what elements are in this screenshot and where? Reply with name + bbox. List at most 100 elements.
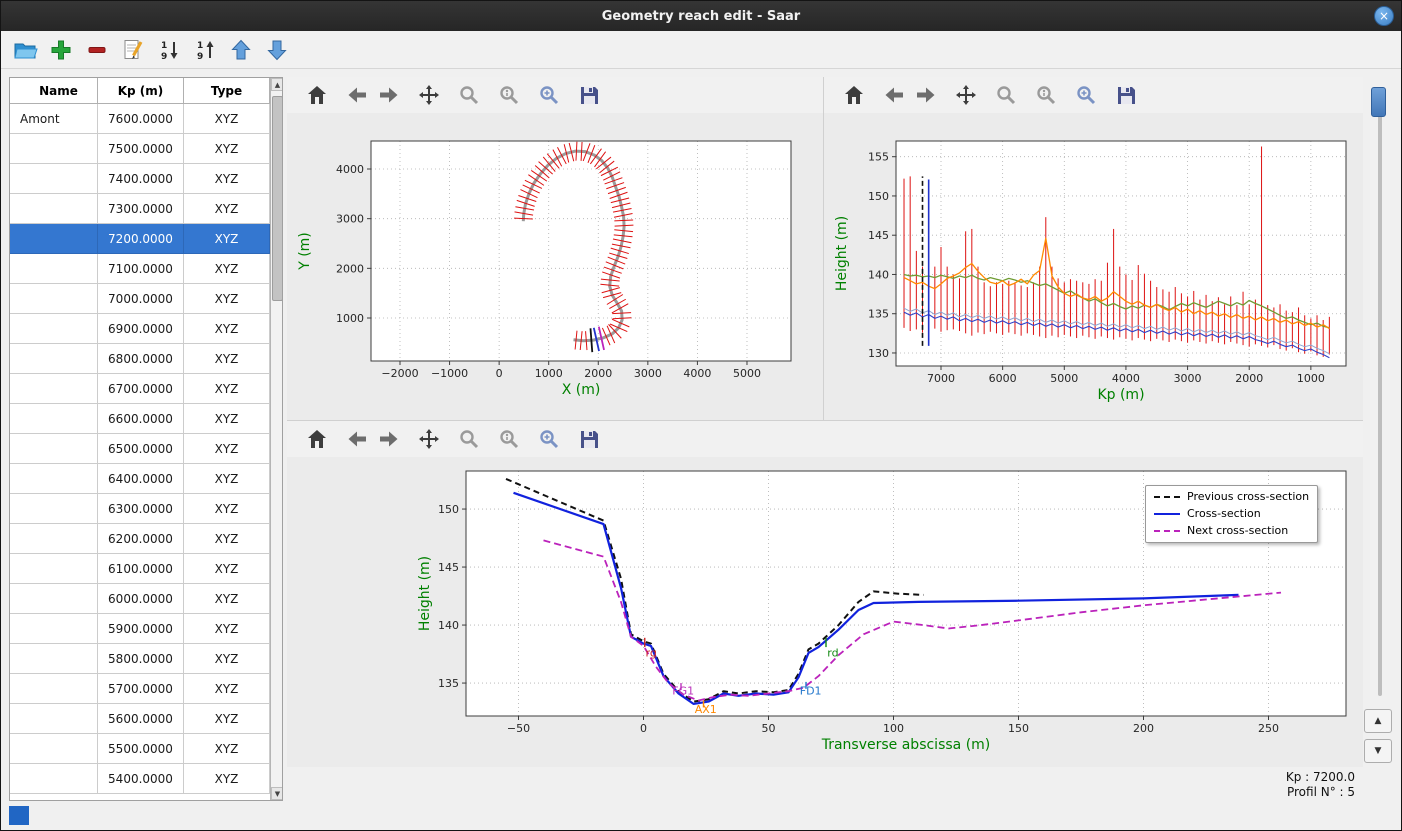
next-profile-button[interactable]: ▼ [1364,739,1392,763]
column-header-name[interactable]: Name [10,78,98,104]
cell-type: XYZ [184,134,270,164]
svg-text:2000: 2000 [336,262,364,275]
profile-plot[interactable]: 7000 6000 5000 4000 3000 2000 1000 130 135 140 145… [824,113,1363,421]
back-button[interactable] [343,82,370,109]
magnifier-plus-icon [1076,86,1095,105]
cell-type: XYZ [184,314,270,344]
save-button[interactable] [1112,82,1139,109]
svg-text:3000: 3000 [1174,372,1202,385]
zoom-rect-button[interactable] [1072,82,1099,109]
table-row[interactable]: 6800.0000 XYZ [10,344,270,374]
save-button[interactable] [575,82,602,109]
zoom-info-button[interactable] [495,82,522,109]
zoom-rect-button[interactable] [535,82,562,109]
legend-item: Cross-section [1154,507,1309,520]
table-row[interactable]: Amont 7600.0000 XYZ [10,104,270,134]
table-row[interactable]: 5800.0000 XYZ [10,644,270,674]
x-axis-label: Kp (m) [1097,387,1144,403]
previous-profile-button[interactable]: ▲ [1364,709,1392,733]
table-row[interactable]: 6500.0000 XYZ [10,434,270,464]
title-bar[interactable]: Geometry reach edit - Saar × [1,1,1401,31]
table-row[interactable]: 6400.0000 XYZ [10,464,270,494]
zoom-button[interactable] [992,82,1019,109]
table-row[interactable]: 6600.0000 XYZ [10,404,270,434]
zoom-button[interactable] [455,82,482,109]
cell-kp: 7000.0000 [98,284,184,314]
table-row[interactable]: 7000.0000 XYZ [10,284,270,314]
zoom-info-button[interactable] [1032,82,1059,109]
zoom-button[interactable] [455,426,482,453]
svg-text:50: 50 [762,722,776,735]
y-axis-label: Y (m) [297,232,313,271]
cross-section-series [513,491,1239,705]
home-button[interactable] [840,82,867,109]
table-row[interactable]: 7200.0000 XYZ [10,224,270,254]
table-row[interactable]: 6300.0000 XYZ [10,494,270,524]
cross-section-series [505,477,924,703]
move-down-button[interactable] [263,36,291,64]
profile-nav-toolbar [824,77,1363,113]
open-file-button[interactable] [11,36,39,64]
axes: −50 0 50 100 150 200 250 135 140 145 150 [438,470,1347,735]
cell-name [10,224,98,254]
back-button[interactable] [343,426,370,453]
table-scrollbar[interactable]: ▲ ▼ [270,78,282,800]
plan-plot[interactable]: −2000 −1000 0 1000 2000 3000 4000 5000 1000 2000 3… [287,113,824,421]
cell-name [10,704,98,734]
scrollbar-up-icon[interactable]: ▲ [271,78,282,91]
table-row[interactable]: 7100.0000 XYZ [10,254,270,284]
table-row[interactable]: 7400.0000 XYZ [10,164,270,194]
home-button[interactable] [303,82,330,109]
longitudinal-profile-panel: 7000 6000 5000 4000 3000 2000 1000 130 135 140 145… [824,77,1363,421]
remove-section-button[interactable] [83,36,111,64]
zoom-info-button[interactable] [495,426,522,453]
table-row[interactable]: 5600.0000 XYZ [10,704,270,734]
cell-type: XYZ [184,464,270,494]
forward-button[interactable] [375,82,402,109]
cell-kp: 6100.0000 [98,554,184,584]
pan-button[interactable] [415,82,442,109]
save-button[interactable] [575,426,602,453]
table-row[interactable]: 6200.0000 XYZ [10,524,270,554]
table-row[interactable]: 6100.0000 XYZ [10,554,270,584]
move-up-button[interactable] [227,36,255,64]
back-button[interactable] [880,82,907,109]
scrollbar-thumb[interactable] [272,96,282,301]
column-header-kp[interactable]: Kp (m) [98,78,184,104]
table-row[interactable]: 6900.0000 XYZ [10,314,270,344]
table-row[interactable]: 5700.0000 XYZ [10,674,270,704]
scrollbar-down-icon[interactable]: ▼ [271,787,282,800]
add-section-button[interactable] [47,36,75,64]
svg-text:0: 0 [496,367,503,380]
pan-button[interactable] [415,426,442,453]
table-row[interactable]: 6000.0000 XYZ [10,584,270,614]
plots-area: −2000 −1000 0 1000 2000 3000 4000 5000 1000 2000 3… [287,77,1363,767]
corner-swatch [9,806,29,825]
y-axis-label: Height (m) [417,556,433,631]
cell-type: XYZ [184,674,270,704]
cell-type: XYZ [184,374,270,404]
forward-button[interactable] [912,82,939,109]
cell-type: XYZ [184,434,270,464]
table-row[interactable]: 7500.0000 XYZ [10,134,270,164]
legend-label: Cross-section [1187,507,1261,520]
zoom-rect-button[interactable] [535,426,562,453]
vertical-slider-track[interactable] [1378,96,1382,696]
home-button[interactable] [303,426,330,453]
table-row[interactable]: 5400.0000 XYZ [10,764,270,794]
table-row[interactable]: 6700.0000 XYZ [10,374,270,404]
table-row[interactable]: 7300.0000 XYZ [10,194,270,224]
close-button[interactable]: × [1374,6,1394,26]
table-row[interactable]: 5500.0000 XYZ [10,734,270,764]
forward-button[interactable] [375,426,402,453]
pan-button[interactable] [952,82,979,109]
table-row[interactable]: 5900.0000 XYZ [10,614,270,644]
cell-type: XYZ [184,524,270,554]
edit-section-button[interactable] [119,36,147,64]
column-header-type[interactable]: Type [184,78,270,104]
svg-text:150: 150 [438,503,459,516]
cell-kp: 6600.0000 [98,404,184,434]
vertical-slider-thumb[interactable] [1371,87,1386,117]
